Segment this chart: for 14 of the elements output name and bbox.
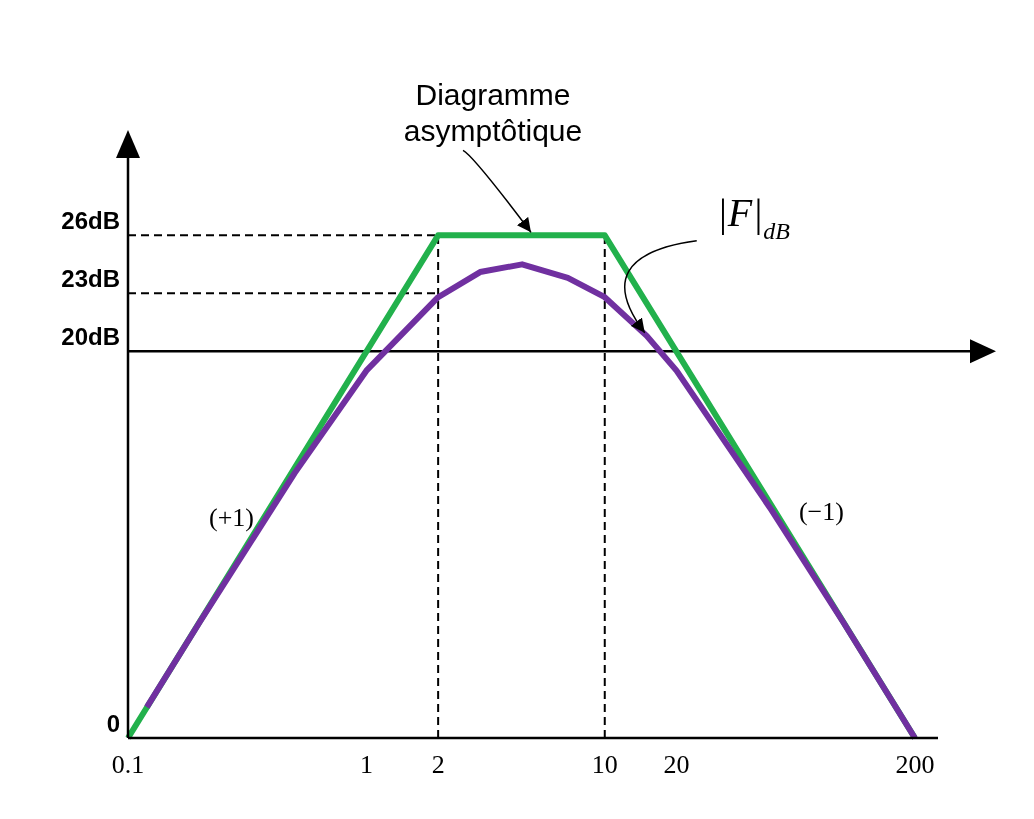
y-tick-label: 23dB [61,265,120,293]
annotation: (−1) [798,496,844,526]
x-tick-label: 200 [895,750,935,779]
x-tick-label: 1 [359,750,373,779]
y-tick-label: 0 [106,710,120,737]
x-tick-label: 20 [663,750,690,779]
annotation: Diagramme asymptôtique [403,78,583,148]
x-tick-label: 2 [431,750,445,779]
x-tick-label: 0.1 [111,750,145,779]
annotation: |F|$_{dB}$ [716,189,791,244]
y-tick-label: 20dB [61,323,120,351]
y-tick-label: 26dB [61,207,120,235]
x-tick-label: 10 [591,750,618,779]
annotation: (+1) [209,503,255,532]
